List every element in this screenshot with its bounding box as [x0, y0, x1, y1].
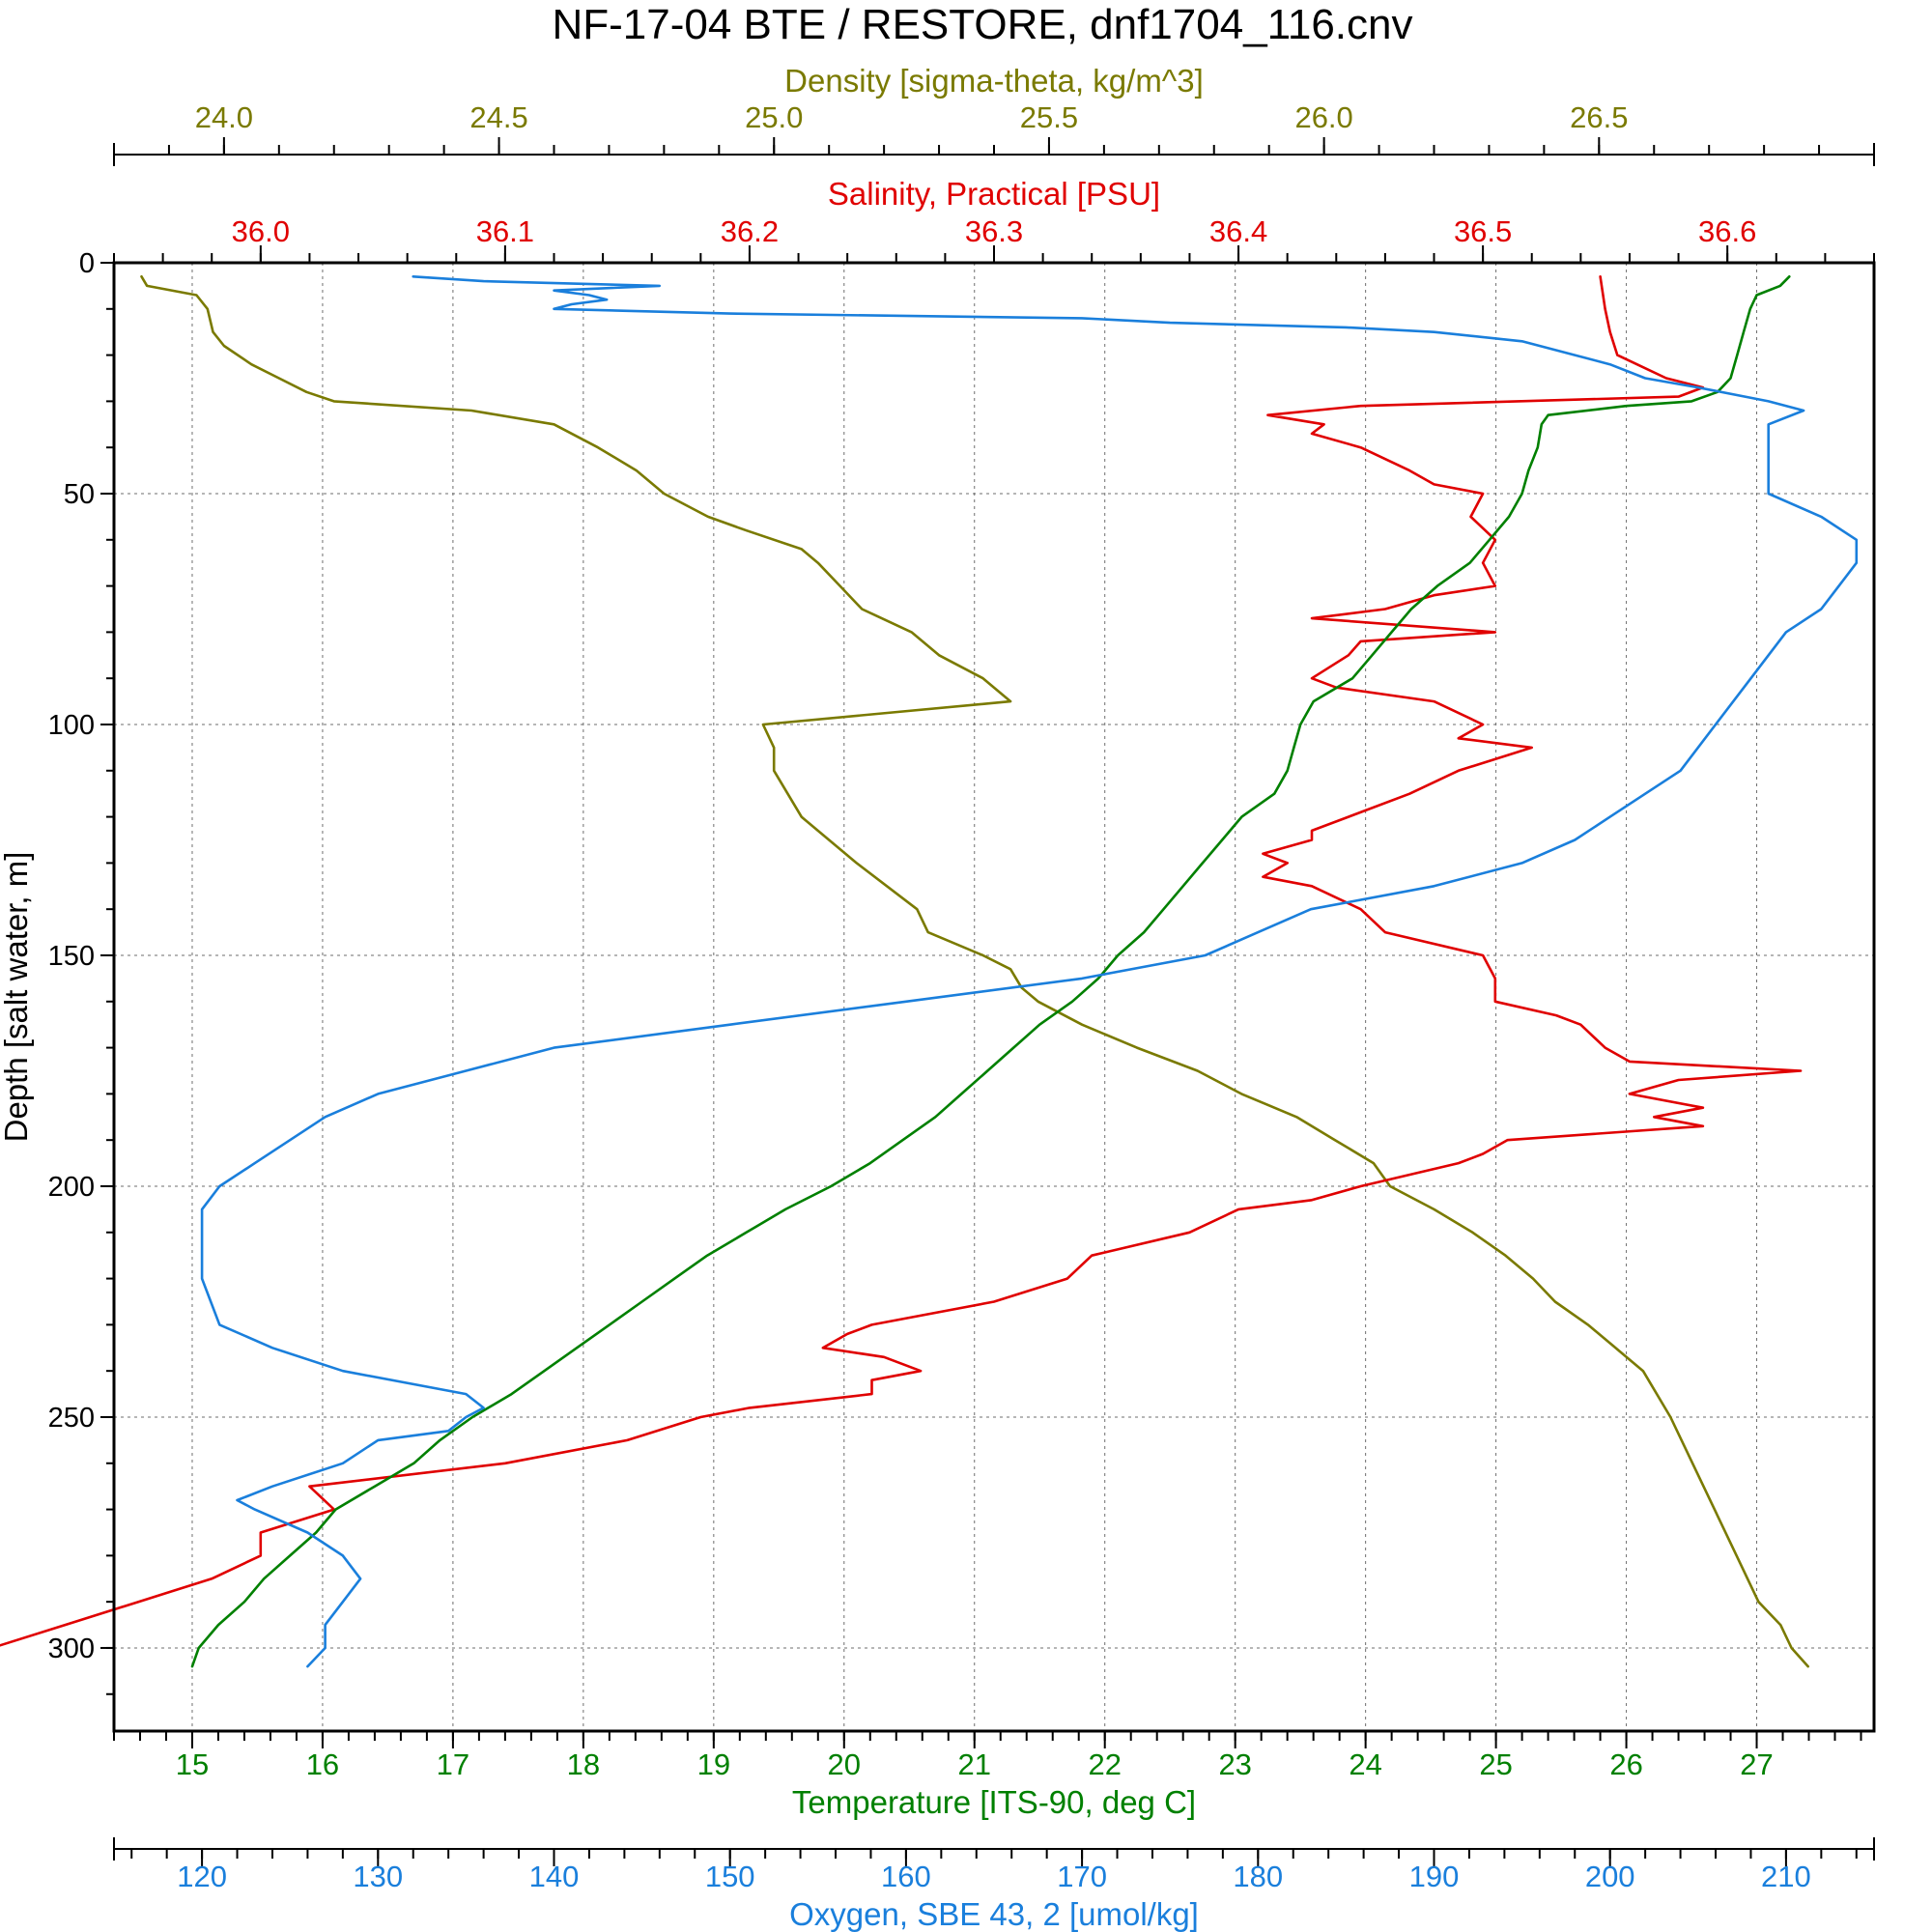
depth-tick-label: 200: [48, 1172, 95, 1203]
density-tick-label: 24.0: [195, 100, 253, 134]
depth-tick-label: 0: [79, 248, 95, 279]
temperature-tick-label: 19: [697, 1747, 730, 1781]
depth-tick-label: 150: [48, 941, 95, 972]
oxygen-tick-label: 150: [705, 1860, 755, 1893]
density-tick-label: 25.0: [745, 100, 803, 134]
temperature-tick-label: 24: [1349, 1747, 1381, 1781]
oxygen-tick-label: 170: [1057, 1860, 1107, 1893]
density-profile-line: [140, 274, 1809, 1668]
salinity-tick-label: 36.1: [476, 214, 534, 248]
depth-tick-label: 50: [64, 479, 95, 510]
salinity-tick-label: 36.6: [1698, 214, 1756, 248]
temperature-tick-label: 27: [1740, 1747, 1773, 1781]
plot-frame: [112, 261, 1876, 1733]
oxygen-tick-label: 160: [881, 1860, 931, 1893]
temperature-tick-label: 26: [1609, 1747, 1642, 1781]
temperature-tick-label: 17: [437, 1747, 469, 1781]
oxygen-tick-label: 200: [1585, 1860, 1635, 1893]
temperature-tick-label: 16: [306, 1747, 339, 1781]
density-tick-label: 25.5: [1020, 100, 1078, 134]
axes: 0 50 100 150 200 250 300 Depth [salt water, m] 2…: [0, 63, 1875, 1932]
temperature-profile-line: [190, 274, 1791, 1668]
oxygen-tick-label: 140: [529, 1860, 580, 1893]
temperature-tick-label: 25: [1479, 1747, 1512, 1781]
grid: [114, 263, 1874, 1731]
temperature-tick-label: 20: [828, 1747, 861, 1781]
salinity-tick-label: 36.3: [965, 214, 1023, 248]
temperature-axis-title: Temperature [ITS-90, deg C]: [792, 1784, 1196, 1820]
oxygen-profile-line: [200, 274, 1859, 1668]
oxygen-tick-label: 130: [353, 1860, 403, 1893]
density-tick-label: 26.0: [1294, 100, 1352, 134]
depth-axis-title: Depth [salt water, m]: [0, 852, 34, 1143]
oxygen-tick-label: 180: [1233, 1860, 1283, 1893]
oxygen-tick-label: 120: [177, 1860, 227, 1893]
salinity-axis-title: Salinity, Practical [PSU]: [828, 176, 1160, 212]
density-tick-label: 24.5: [469, 100, 527, 134]
oxygen-axis-title: Oxygen, SBE 43, 2 [umol/kg]: [789, 1896, 1199, 1932]
salinity-tick-label: 36.0: [232, 214, 290, 248]
temperature-tick-label: 23: [1218, 1747, 1251, 1781]
temperature-tick-label: 18: [567, 1747, 600, 1781]
chart-title: NF-17-04 BTE / RESTORE, dnf1704_116.cnv: [552, 1, 1412, 48]
data-series: [0, 274, 1859, 1668]
temperature-tick-label: 22: [1088, 1747, 1121, 1781]
density-axis-title: Density [sigma-theta, kg/m^3]: [784, 63, 1204, 99]
salinity-tick-label: 36.5: [1454, 214, 1512, 248]
salinity-profile-line: [0, 274, 1803, 1647]
oxygen-tick-label: 190: [1409, 1860, 1460, 1893]
depth-tick-label: 250: [48, 1403, 95, 1434]
oxygen-tick-label: 210: [1761, 1860, 1811, 1893]
salinity-tick-label: 36.2: [721, 214, 779, 248]
density-tick-label: 26.5: [1570, 100, 1628, 134]
depth-tick-label: 100: [48, 710, 95, 741]
temperature-tick-label: 21: [958, 1747, 991, 1781]
depth-tick-label: 300: [48, 1634, 95, 1664]
temperature-tick-label: 15: [176, 1747, 209, 1781]
salinity-tick-label: 36.4: [1209, 214, 1267, 248]
